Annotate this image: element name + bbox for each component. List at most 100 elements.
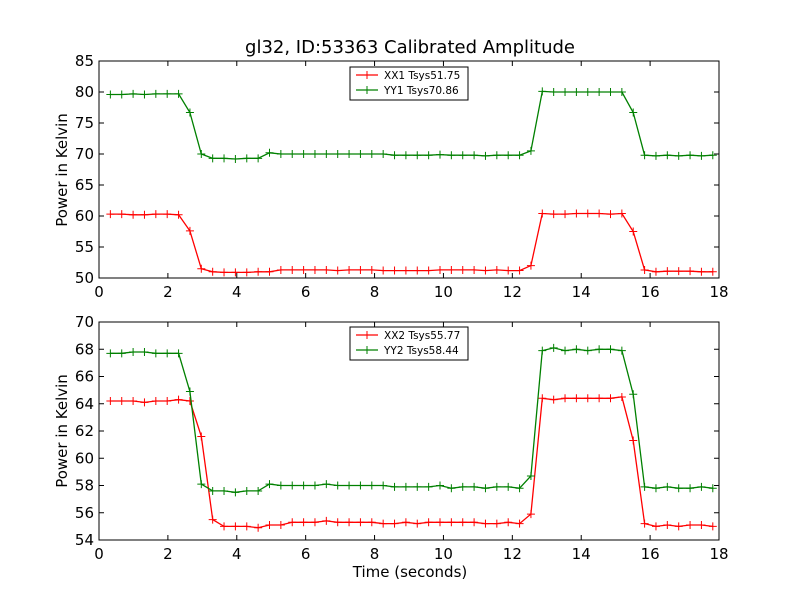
data-point-marker <box>526 261 535 270</box>
data-point-marker <box>595 209 604 218</box>
data-point-marker <box>515 519 524 528</box>
data-point-marker <box>686 484 695 493</box>
data-point-marker <box>106 397 115 406</box>
x-tick-label: 2 <box>163 545 173 563</box>
data-point-marker <box>424 151 433 160</box>
data-point-marker <box>140 398 149 407</box>
data-point-marker <box>322 480 331 489</box>
data-point-marker <box>481 266 490 275</box>
data-point-marker <box>276 265 285 274</box>
legend-label: YY2 Tsys58.44 <box>383 345 459 357</box>
data-point-marker <box>231 522 240 531</box>
data-point-marker <box>185 226 194 235</box>
data-point-marker <box>674 267 683 276</box>
data-point-marker <box>208 515 217 524</box>
y-tick-label: 70 <box>75 145 94 163</box>
x-tick-label: 16 <box>641 283 660 301</box>
x-tick-label: 6 <box>301 545 311 563</box>
data-point-marker <box>276 150 285 158</box>
x-tick-label: 18 <box>709 283 728 301</box>
data-point-marker <box>561 346 570 355</box>
legend-label: XX2 Tsys55.77 <box>384 330 460 342</box>
series-red <box>106 209 717 277</box>
data-point-marker <box>617 209 626 218</box>
data-point-marker <box>220 522 229 531</box>
y-tick-label: 60 <box>75 449 94 467</box>
data-point-marker <box>220 154 229 163</box>
data-point-marker <box>367 518 376 527</box>
data-point-marker <box>470 482 479 491</box>
data-point-marker <box>174 349 183 358</box>
data-point-marker <box>708 484 717 493</box>
data-point-marker <box>288 265 297 274</box>
data-point-marker <box>572 88 581 96</box>
data-point-marker <box>697 482 706 491</box>
data-point-marker <box>345 518 354 527</box>
top-chart-ticks: 0 2 4 6 8 10 12 14 16 18 50 55 60 65 70 75 80 85 <box>75 52 729 301</box>
data-point-marker <box>572 209 581 218</box>
bottom-chart: Power in Kelvin Time (seconds) 0 2 4 6 8 10 12… <box>53 313 729 581</box>
data-point-marker <box>220 268 229 277</box>
data-point-marker <box>481 484 490 493</box>
data-point-marker <box>583 346 592 355</box>
data-point-marker <box>208 267 217 276</box>
data-point-marker <box>629 390 638 399</box>
data-point-marker <box>629 227 638 236</box>
data-point-marker <box>401 518 410 527</box>
data-point-marker <box>708 151 717 160</box>
data-point-marker <box>481 519 490 528</box>
data-point-marker <box>708 267 717 276</box>
data-point-marker <box>163 397 172 406</box>
y-tick-label: 85 <box>75 52 94 70</box>
data-point-marker <box>504 266 513 275</box>
y-tick-label: 58 <box>75 477 94 495</box>
data-point-marker <box>686 151 695 160</box>
data-point-marker <box>345 150 354 158</box>
data-point-marker <box>174 210 183 219</box>
bottom-chart-plot-area <box>106 343 717 532</box>
chart-title: gl32, ID:53363 Calibrated Amplitude <box>245 37 575 58</box>
data-point-marker <box>561 88 570 96</box>
data-point-marker <box>220 486 229 495</box>
x-tick-label: 0 <box>94 283 104 301</box>
data-point-marker <box>651 151 660 160</box>
data-point-marker <box>356 518 365 527</box>
data-point-marker <box>345 265 354 274</box>
data-point-marker <box>379 266 388 275</box>
y-tick-label: 64 <box>75 395 94 413</box>
data-point-marker <box>163 89 172 98</box>
data-point-marker <box>413 151 422 160</box>
top-chart-legend: XX1 Tsys51.75 YY1 Tsys70.86 <box>349 66 469 101</box>
data-point-marker <box>265 480 274 489</box>
x-tick-label: 4 <box>232 283 242 301</box>
data-point-marker <box>151 349 160 358</box>
data-point-marker <box>129 210 138 219</box>
data-point-marker <box>242 486 251 495</box>
data-point-marker <box>242 268 251 277</box>
x-tick-label: 6 <box>301 283 311 301</box>
data-point-marker <box>163 210 172 219</box>
data-point-marker <box>663 482 672 491</box>
x-tick-label: 4 <box>232 545 242 563</box>
y-tick-label: 80 <box>75 83 94 101</box>
x-tick-label: 14 <box>572 283 591 301</box>
data-point-marker <box>595 88 604 96</box>
x-tick-label: 18 <box>709 545 728 563</box>
data-point-marker <box>288 518 297 527</box>
y-tick-label: 54 <box>75 531 94 549</box>
data-point-marker <box>651 267 660 276</box>
data-point-marker <box>583 394 592 403</box>
data-point-marker <box>481 151 490 160</box>
data-point-marker <box>538 87 547 96</box>
data-point-marker <box>436 518 444 527</box>
y-tick-label: 60 <box>75 207 94 225</box>
data-point-marker <box>345 481 354 490</box>
y-tick-label: 50 <box>75 269 94 287</box>
top-chart: gl32, ID:53363 Calibrated Amplitude Powe… <box>53 37 729 301</box>
data-point-marker <box>333 150 342 158</box>
data-point-marker <box>572 345 581 354</box>
data-point-marker <box>663 151 672 160</box>
data-point-marker <box>549 88 558 96</box>
data-point-marker <box>129 347 138 356</box>
data-point-marker <box>379 519 388 528</box>
